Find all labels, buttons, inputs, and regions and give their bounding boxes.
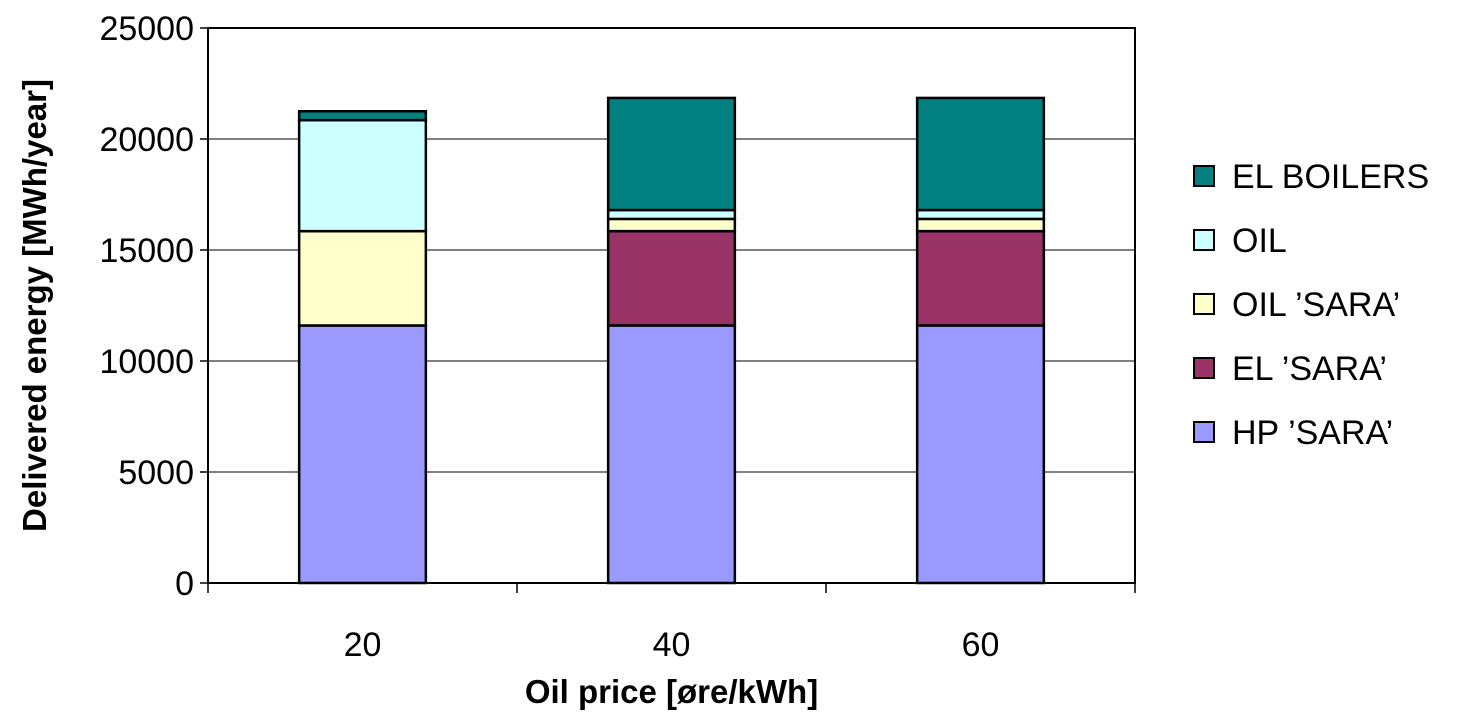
y-axis-ticks: 0 5000 10000 15000 20000 25000 bbox=[99, 10, 208, 603]
y-tick-label: 0 bbox=[175, 565, 194, 603]
x-axis-ticks: 20 40 60 bbox=[207, 583, 1136, 664]
bar-segment bbox=[915, 229, 1046, 327]
bar-segment bbox=[915, 217, 1046, 233]
bar-segment bbox=[297, 324, 428, 585]
x-axis-title: Oil price [øre/kWh] bbox=[525, 673, 818, 710]
legend-label: EL ’SARA’ bbox=[1232, 350, 1387, 388]
bars bbox=[297, 96, 1046, 585]
y-tick-label: 5000 bbox=[118, 454, 194, 492]
legend-swatch bbox=[1193, 293, 1215, 315]
bar-segment bbox=[606, 96, 737, 212]
legend-swatch bbox=[1193, 421, 1215, 443]
bar-segment bbox=[606, 324, 737, 585]
x-tick-label: 60 bbox=[962, 626, 1000, 664]
bar-segment bbox=[297, 118, 428, 233]
legend-label: OIL ’SARA’ bbox=[1232, 286, 1400, 324]
plot-frame bbox=[207, 27, 1136, 584]
legend-label: EL BOILERS bbox=[1232, 158, 1429, 196]
bar-segment bbox=[297, 229, 428, 327]
bar-segment bbox=[915, 208, 1046, 221]
bar-segment bbox=[297, 110, 428, 122]
legend: EL BOILERS OIL OIL ’SARA’ EL ’SARA’ HP ’SARA… bbox=[1193, 158, 1429, 452]
legend-label: OIL bbox=[1232, 222, 1287, 260]
bar-segment bbox=[915, 96, 1046, 212]
bar-segment bbox=[606, 217, 737, 233]
y-tick-label: 15000 bbox=[99, 232, 194, 270]
y-axis-title: Delivered energy [MWh/year] bbox=[16, 79, 53, 532]
legend-swatch bbox=[1193, 229, 1215, 251]
x-tick-label: 40 bbox=[653, 626, 691, 664]
bar-segment bbox=[606, 229, 737, 327]
bar-segment bbox=[915, 324, 1046, 585]
legend-label: HP ’SARA’ bbox=[1232, 414, 1393, 452]
legend-swatch bbox=[1193, 165, 1215, 187]
y-tick-label: 10000 bbox=[99, 343, 194, 381]
bar-segment bbox=[606, 208, 737, 221]
legend-swatch bbox=[1193, 357, 1215, 379]
y-tick-label: 25000 bbox=[99, 10, 194, 48]
x-tick-label: 20 bbox=[344, 626, 382, 664]
y-tick-label: 20000 bbox=[99, 121, 194, 159]
